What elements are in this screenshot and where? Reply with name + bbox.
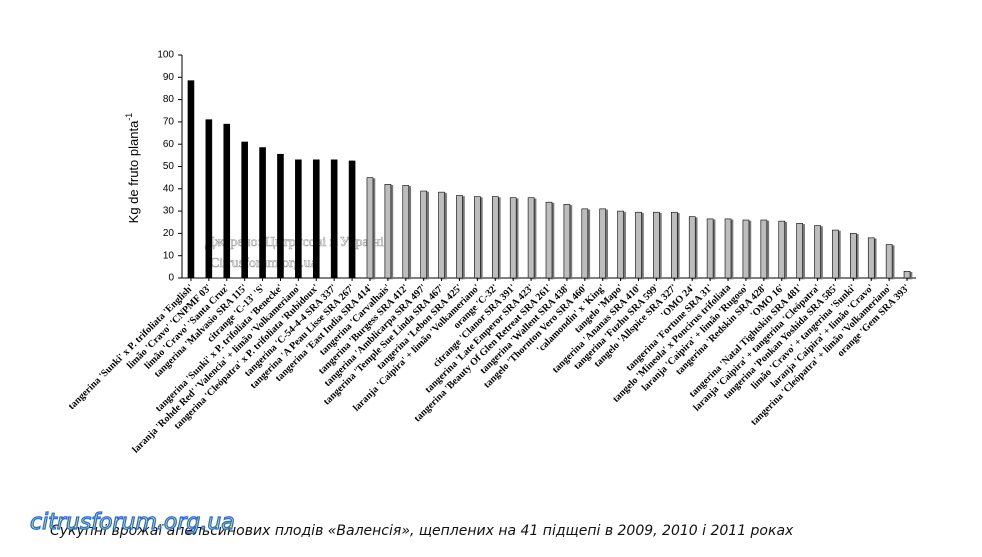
bar (420, 190, 427, 279)
bar (527, 197, 535, 279)
bar (205, 119, 213, 279)
bar (241, 141, 248, 279)
caption: Сукупні врожаї апельсинових плодів «Вале… (50, 523, 794, 539)
bar (671, 211, 678, 279)
bar (885, 244, 893, 279)
y-tick-label: 80 (163, 94, 175, 105)
bar (491, 196, 499, 279)
bar (653, 211, 660, 279)
bar (635, 211, 642, 279)
y-tick-label: 100 (157, 50, 174, 61)
bar (384, 184, 392, 279)
y-tick-label: 90 (163, 72, 175, 83)
bar (277, 153, 284, 279)
bar (814, 225, 821, 279)
bar (599, 208, 607, 279)
bar (366, 177, 374, 279)
bar (706, 218, 714, 279)
y-tick-label: 0 (168, 273, 174, 284)
logo: citrusforum.org.ua (30, 510, 235, 535)
bar (187, 80, 195, 279)
bar (259, 147, 266, 279)
y-tick-label: 10 (163, 250, 175, 261)
y-axis-label: Kg de fruto planta-1 (124, 113, 141, 224)
bar (581, 208, 589, 279)
y-tick-label: 50 (163, 161, 175, 172)
bar (348, 160, 356, 279)
bar (223, 123, 231, 279)
bar (563, 204, 571, 279)
bar (330, 159, 338, 279)
y-tick-label: 20 (163, 228, 175, 239)
bar (617, 210, 624, 279)
y-label-text: Kg de fruto planta (126, 120, 141, 223)
bar (474, 196, 481, 279)
bar (312, 159, 320, 279)
bar (903, 271, 911, 279)
y-tick-label: 40 (163, 183, 175, 194)
bar (456, 195, 463, 279)
bar (545, 201, 553, 279)
bar (295, 159, 302, 279)
bar (832, 229, 839, 279)
bar (402, 185, 410, 279)
y-label-sup: -1 (124, 113, 134, 121)
bar (688, 216, 696, 279)
bar (724, 218, 732, 279)
y-tick-label: 30 (163, 206, 175, 217)
bar (850, 233, 857, 279)
bar (778, 220, 786, 279)
bar (438, 191, 445, 279)
bar (796, 223, 803, 279)
bar (742, 219, 750, 279)
bar (760, 219, 768, 279)
y-tick-label: 60 (163, 139, 175, 150)
bar (509, 197, 517, 279)
watermark: Джерело: Цитрусові в Україні (205, 235, 384, 250)
bar (867, 237, 875, 279)
y-tick-label: 70 (163, 117, 175, 128)
